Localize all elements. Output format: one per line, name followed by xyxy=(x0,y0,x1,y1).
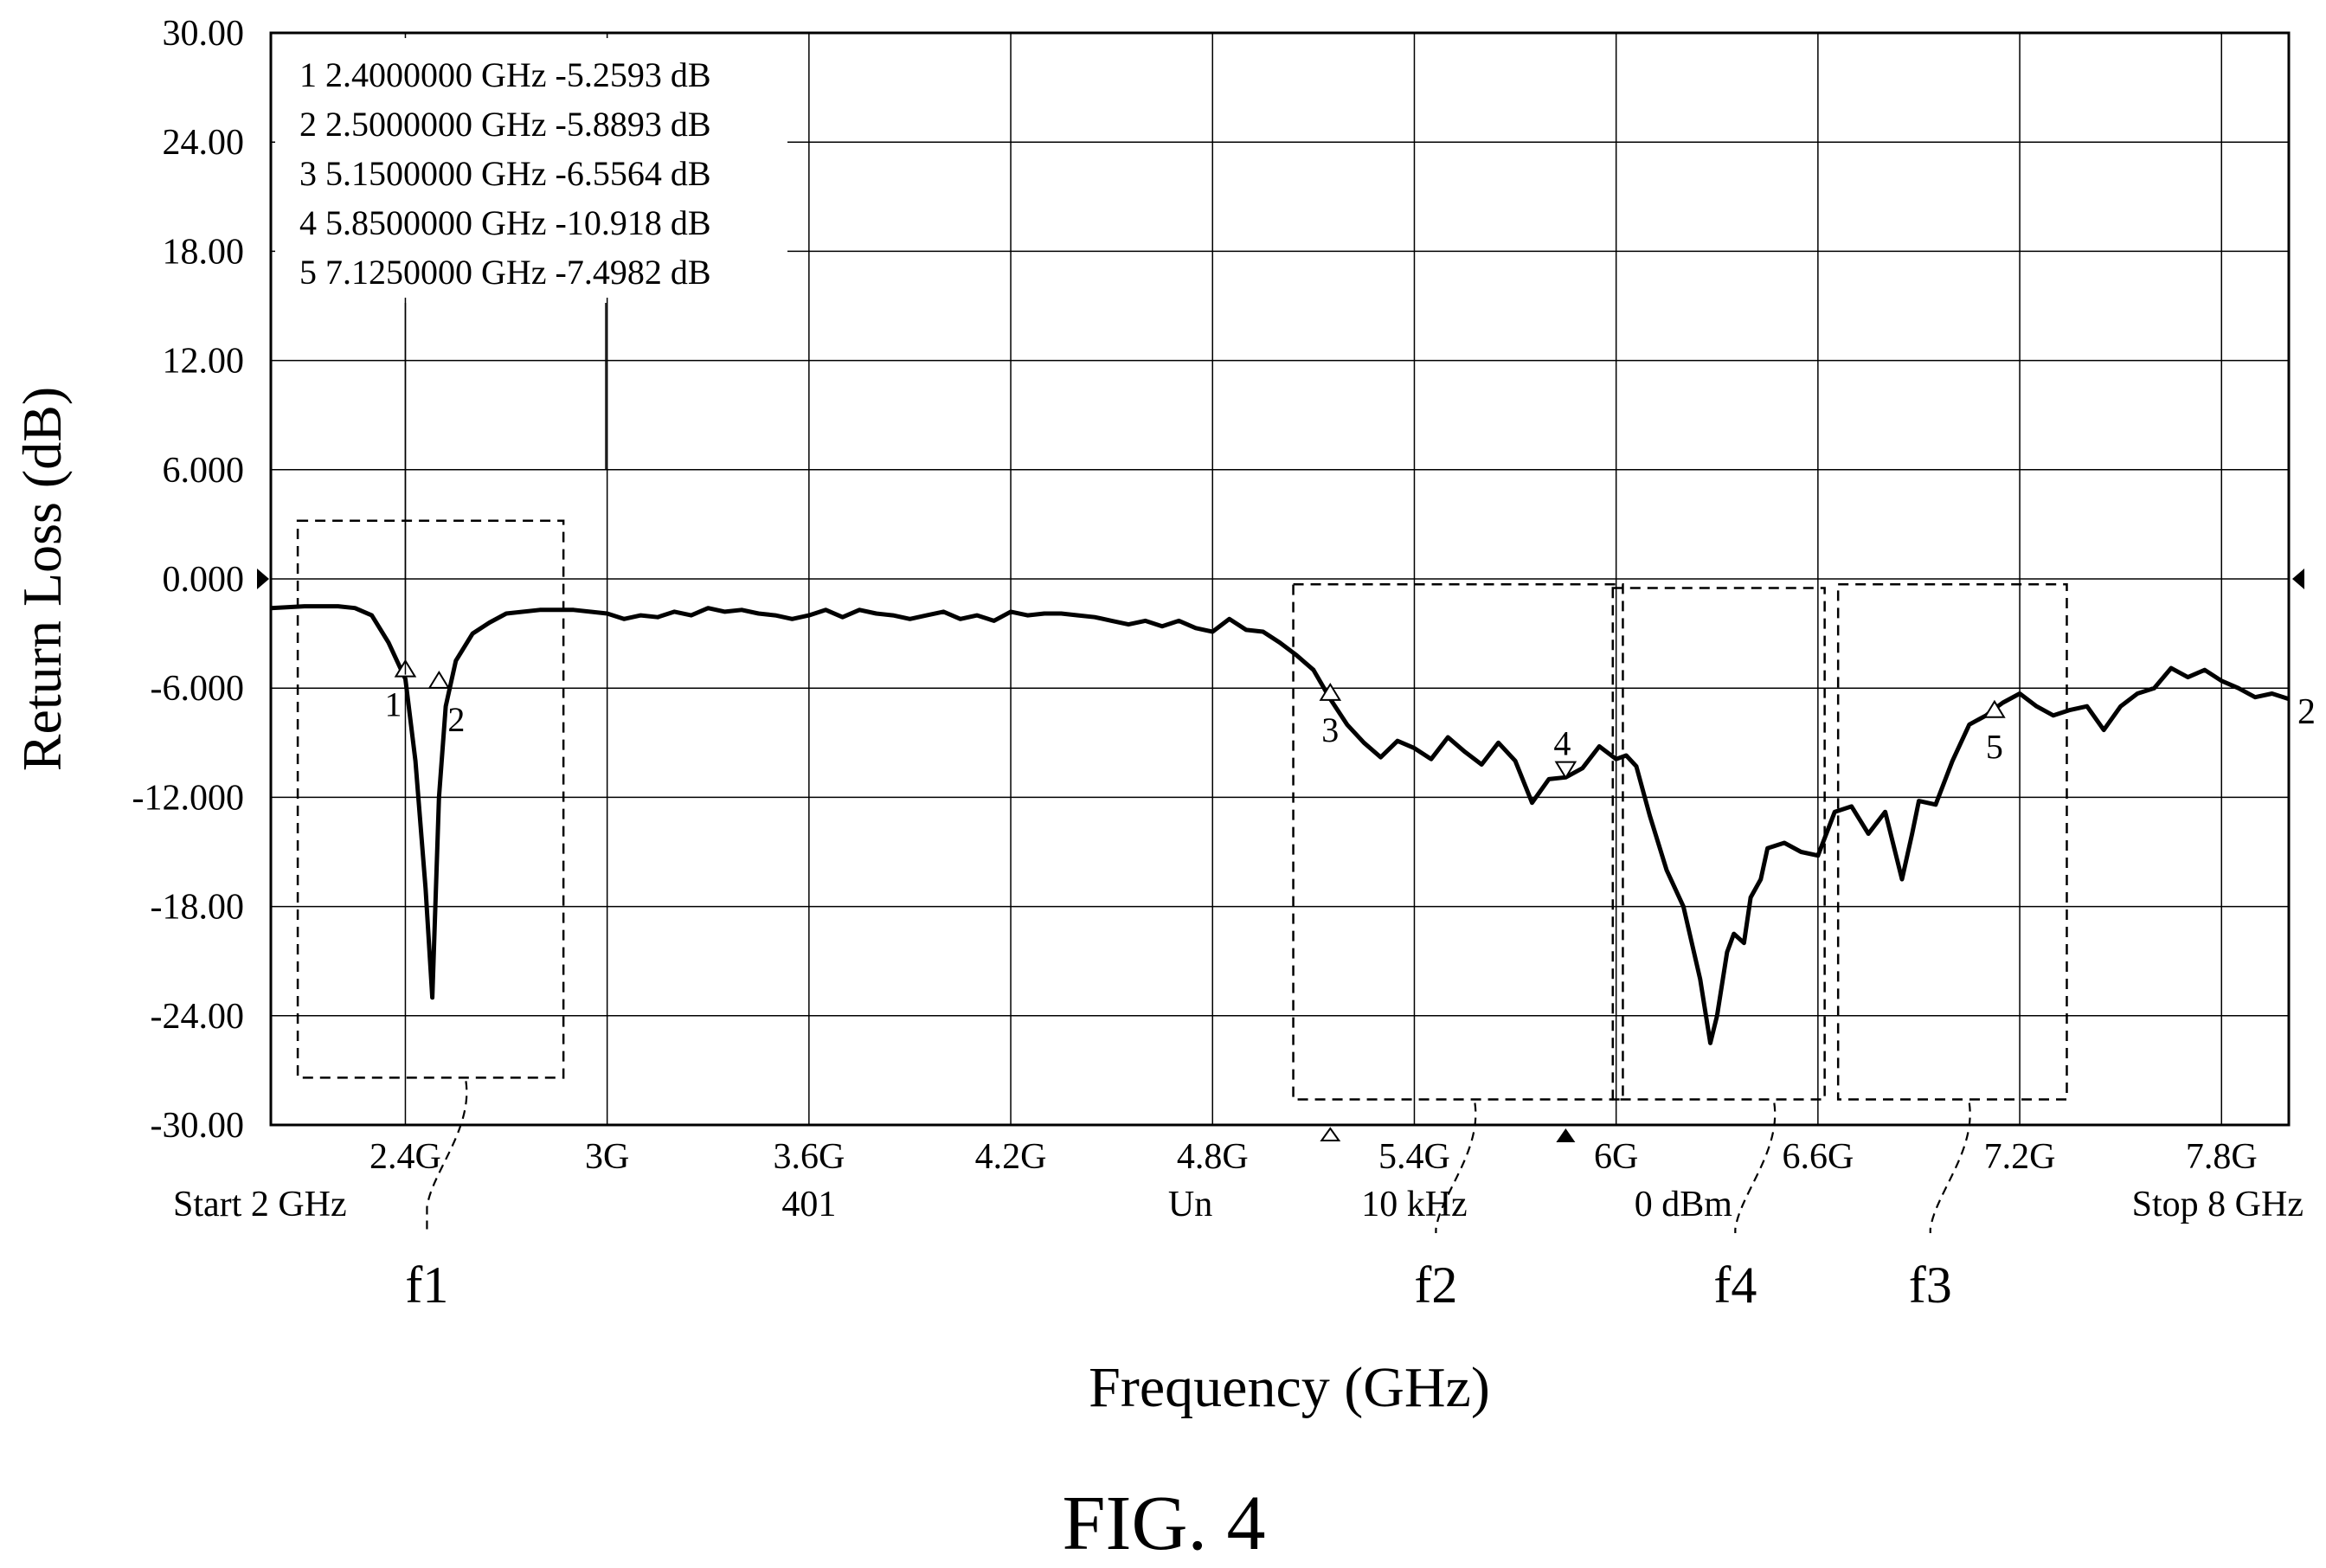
x-tick-label: 3G xyxy=(585,1137,629,1177)
footer-label: Start 2 GHz xyxy=(173,1185,347,1224)
trace-end-label: 2 xyxy=(2297,692,2316,732)
y-tick-label: -30.00 xyxy=(151,1106,245,1146)
marker-3-label: 3 xyxy=(1321,710,1339,749)
plot-frame xyxy=(269,31,2291,1127)
region-box-f2 xyxy=(1292,583,1624,1101)
region-leader-f3 xyxy=(1929,1102,1971,1233)
x-tick-label: 5.4G xyxy=(1378,1137,1450,1177)
region-leader-f2 xyxy=(1435,1102,1477,1233)
marker-table: 1 2.4000000 GHz -5.2593 dB 2 2.5000000 GH… xyxy=(275,38,787,675)
region-label-f3: f3 xyxy=(1909,1256,1952,1314)
y-tick-label: -6.000 xyxy=(151,669,245,709)
marker-3-triangle xyxy=(1319,682,1342,701)
marker-5-label: 5 xyxy=(1986,728,2003,767)
marker-2-label: 2 xyxy=(447,700,465,739)
region-label-f1: f1 xyxy=(405,1256,448,1314)
region-leader-f4 xyxy=(1734,1102,1777,1233)
x-tick-label: 3.6G xyxy=(773,1137,845,1177)
x-tick-label: 7.2G xyxy=(1984,1137,2056,1177)
y-tick-label: -12.000 xyxy=(132,778,245,818)
figure-label: FIG. 4 xyxy=(1062,1481,1265,1566)
marker-4-triangle xyxy=(1554,761,1577,780)
reference-arrow-bottom xyxy=(1556,1128,1576,1142)
y-tick-label: 30.00 xyxy=(163,14,245,54)
marker-1-label: 1 xyxy=(384,685,402,724)
footer-label: 10 kHz xyxy=(1361,1185,1467,1224)
x-tick-label: 4.8G xyxy=(1177,1137,1249,1177)
marker-5-triangle xyxy=(1983,699,2006,718)
return-loss-trace xyxy=(270,604,2290,1045)
x-tick-label: 2.4G xyxy=(369,1137,441,1177)
y-tick-label: -24.00 xyxy=(151,997,245,1037)
x-tick-label: 6G xyxy=(1594,1137,1638,1177)
region-label-f2: f2 xyxy=(1414,1256,1457,1314)
marker-4-label: 4 xyxy=(1553,724,1571,763)
y-tick-label: 0.000 xyxy=(163,560,245,600)
region-label-f4: f4 xyxy=(1713,1256,1757,1314)
x-tick-labels: 2.4G 3G 3.6G 4.2G 4.8G 5.4G 6G 6.6G 7.2G 7.8G xyxy=(369,1137,2258,1177)
marker-2-triangle xyxy=(427,670,451,689)
markers: 1 2 3 4 5 xyxy=(384,659,2006,780)
marker-table-row: 5 7.1250000 GHz -7.4982 dB xyxy=(299,253,711,292)
marker-3-bottom-triangle xyxy=(1320,1127,1341,1141)
marker-table-row: 4 5.8500000 GHz -10.918 dB xyxy=(299,203,711,242)
marker-table-row: 1 2.4000000 GHz -5.2593 dB xyxy=(299,55,711,94)
region-box-f1 xyxy=(296,519,565,1079)
y-tick-label: 24.00 xyxy=(163,123,245,163)
y-axis-label: Return Loss (dB) xyxy=(11,387,73,771)
footer-label: Stop 8 GHz xyxy=(2132,1185,2304,1224)
y-tick-label: 6.000 xyxy=(163,451,245,491)
reference-arrow-left xyxy=(257,569,269,589)
y-tick-label: 18.00 xyxy=(163,232,245,272)
footer-label: 0 dBm xyxy=(1635,1185,1733,1224)
y-tick-labels: 30.00 24.00 18.00 12.00 6.000 0.000 -6.000 -12.… xyxy=(132,14,245,1146)
reference-arrows xyxy=(257,569,2304,1142)
region-leader-f1 xyxy=(426,1081,468,1233)
marker-table-row: 3 5.1500000 GHz -6.5564 dB xyxy=(299,154,711,193)
marker-table-background xyxy=(275,38,787,298)
x-tick-label: 7.8G xyxy=(2186,1137,2258,1177)
region-box-f3 xyxy=(1836,583,2068,1101)
reference-arrow-right xyxy=(2292,569,2304,589)
region-box-f4 xyxy=(1611,587,1826,1101)
x-tick-label: 6.6G xyxy=(1782,1137,1854,1177)
x-tick-label: 4.2G xyxy=(975,1137,1047,1177)
footer-label: Un xyxy=(1168,1185,1212,1224)
y-tick-label: -18.00 xyxy=(151,888,245,928)
marker-table-row: 2 2.5000000 GHz -5.8893 dB xyxy=(299,105,711,144)
band-regions: f1 f2 f4 f3 xyxy=(296,519,2068,1314)
x-axis-label: Frequency (GHz) xyxy=(1089,1356,1490,1419)
y-tick-label: 12.00 xyxy=(163,342,245,382)
footer-labels: Start 2 GHz 401 Un 10 kHz 0 dBm Stop 8 GHz xyxy=(173,1185,2304,1224)
footer-label: 401 xyxy=(781,1185,836,1224)
